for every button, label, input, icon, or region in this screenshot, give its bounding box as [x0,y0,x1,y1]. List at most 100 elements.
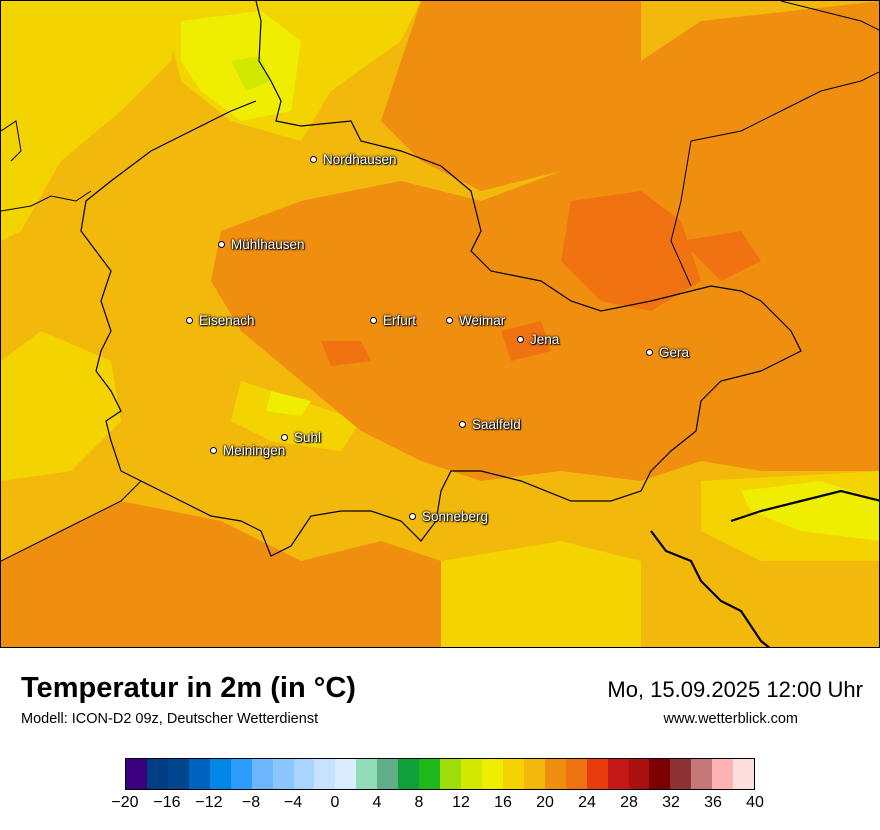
color-scale-segment [544,759,566,789]
city-marker [409,513,416,520]
color-scale-tick-label: 28 [620,794,638,811]
chart-title: Temperatur in 2m (in °C) [21,672,356,704]
city-label: Suhl [281,430,321,445]
color-scale-segment [230,759,252,789]
color-scale-segment [523,759,545,789]
color-scale-segment [146,759,168,789]
color-scale-segment [586,759,608,789]
temperature-area-24c-east [681,231,761,281]
city-label: Gera [646,345,689,360]
color-scale-segment [628,759,650,789]
color-scale-segment [272,759,294,789]
city-name: Saalfeld [472,417,521,432]
color-scale-tick-label: 20 [536,794,554,811]
color-scale-tick-label: 32 [662,794,680,811]
city-label: Weimar [446,313,505,328]
temperature-area-14c-southeast [741,481,879,541]
national-border [650,530,771,647]
state-border-west [1,190,92,212]
city-name: Jena [530,332,560,347]
city-marker [218,241,225,248]
color-scale-segment [607,759,629,789]
city-name: Mühlhausen [231,237,305,252]
color-scale-segment [293,759,315,789]
color-scale-segment [502,759,524,789]
color-scale-segment [565,759,587,789]
city-name: Eisenach [199,313,255,328]
temperature-field [1,1,879,647]
color-scale-segment [481,759,503,789]
color-scale-tick-label: −4 [283,794,303,811]
state-border-saxony-west [670,140,692,287]
temperature-area-24c [561,191,701,311]
color-scale-tick-label: −20 [111,794,139,811]
color-scale-segment [461,759,482,789]
city-marker [517,336,524,343]
color-scale-segment [712,759,734,789]
color-scale-segment [649,759,671,789]
city-label: Mühlhausen [218,237,305,252]
city-label: Nordhausen [310,152,397,167]
city-marker [210,447,217,454]
color-scale-segment [188,759,210,789]
city-name: Gera [659,345,690,360]
temperature-area-16c-forest [231,381,361,451]
color-scale-tick-label: 0 [330,794,340,811]
city-label: Erfurt [370,313,416,328]
state-border-northwest [1,120,22,162]
temperature-area-22c [211,1,879,481]
city-name: Weimar [459,313,506,328]
color-scale-segment [377,759,399,789]
website-link[interactable]: www.wetterblick.com [663,711,798,727]
color-scale-segment [670,759,692,789]
city-marker [446,317,453,324]
city-name: Erfurt [383,313,417,328]
city-marker [186,317,193,324]
color-scale-segment [335,759,357,789]
state-border-thuringia [80,1,802,557]
color-scale-tick-label: 4 [372,794,382,811]
color-scale-bar [125,758,755,790]
city-marker [370,317,377,324]
temperature-area-22c-north [381,1,641,191]
temperature-area-22c-south [1,501,441,647]
color-scale-tick-label: 40 [746,794,764,811]
city-marker [646,349,653,356]
color-scale-segment [209,759,231,789]
color-scale-tick-label: −8 [241,794,261,811]
temperature-area-24c-central [321,341,371,366]
color-scale-tick-label: 36 [704,794,722,811]
temperature-area-20c-southeast [641,561,879,647]
color-scale-tick-label: −12 [195,794,223,811]
color-scale-tick-label: 16 [494,794,512,811]
national-border-east [730,489,879,523]
model-source: Modell: ICON-D2 09z, Deutscher Wetterdie… [21,711,319,727]
temperature-area-16c-south [441,541,641,647]
city-marker [310,156,317,163]
color-scale-segment [126,759,147,789]
city-label: Sonneberg [409,509,488,524]
city-name: Meiningen [223,443,286,458]
temperature-area-16c-west [1,331,121,481]
color-scale-tick-label: 12 [452,794,470,811]
city-marker [281,434,288,441]
temperature-area-14c-forest [266,391,311,416]
city-name: Nordhausen [323,152,397,167]
city-label: Saalfeld [459,417,521,432]
color-scale-segment [419,759,441,789]
city-label: Jena [517,332,559,347]
state-border-southwest [1,480,142,562]
color-scale-segment [398,759,420,789]
color-scale-segment [440,759,461,789]
temperature-map: Nordhausen Mühlhausen Eisenach Erfurt We… [0,0,880,648]
color-scale-tick-label: 24 [578,794,596,811]
color-scale-segment [314,759,336,789]
state-border-northeast [690,71,879,142]
color-scale-tick-label: −16 [153,794,181,811]
city-name: Sonneberg [422,509,489,524]
color-scale-tick-label: 8 [414,794,424,811]
temperature-area-16c [1,1,181,241]
color-scale-segment [356,759,378,789]
city-marker [459,421,466,428]
color-scale-segment [167,759,189,789]
